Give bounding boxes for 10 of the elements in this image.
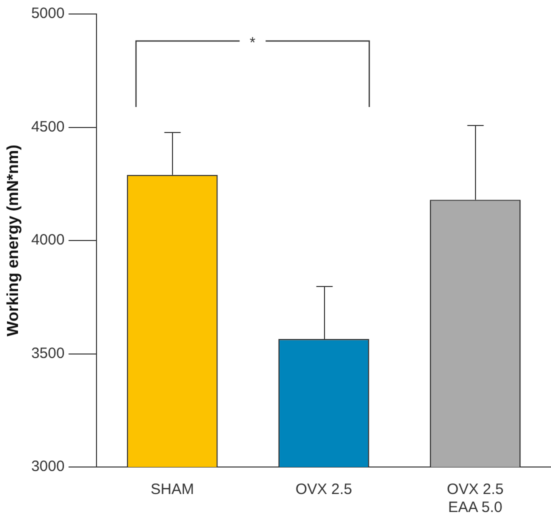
x-tick-label: OVX 2.5 [295, 481, 352, 498]
y-tick-label: 5000 [31, 5, 65, 22]
y-tick-label: 3500 [31, 344, 65, 362]
y-tick-label: 3000 [31, 458, 65, 476]
y-axis-title: Working energy (mN*nm) [5, 144, 22, 336]
y-tick-label: 4000 [31, 232, 65, 249]
x-tick-label: SHAM [150, 481, 194, 498]
y-tick-label: 4500 [31, 118, 65, 136]
annotation: * [250, 34, 256, 52]
x-tick-label: OVX 2.5 EAA 5.0 [446, 481, 504, 516]
